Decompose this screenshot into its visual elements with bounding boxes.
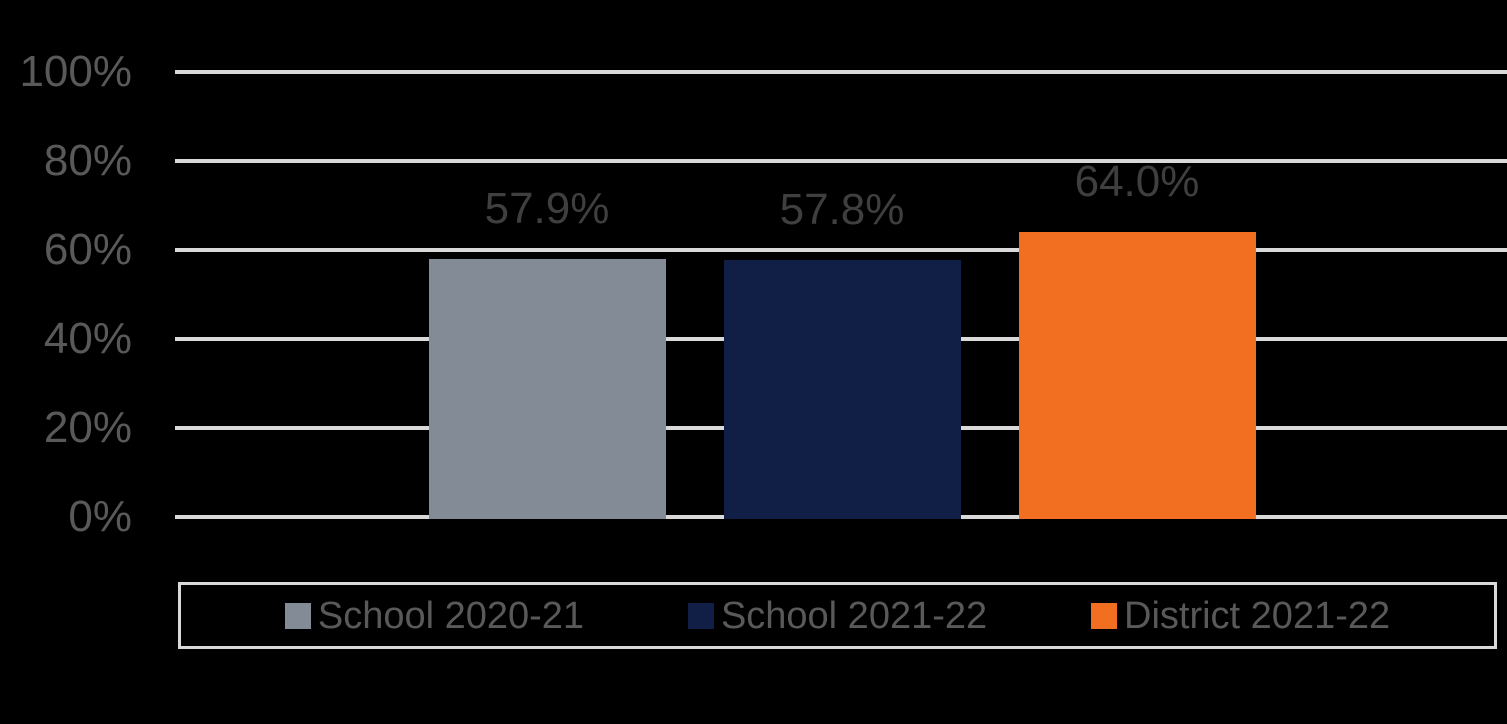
y-axis-tick-label: 100%	[19, 47, 132, 96]
bar-school-2021-22	[723, 259, 961, 519]
legend-swatch-icon	[284, 602, 311, 629]
legend-item-district-2021-22: District 2021-22	[1091, 597, 1390, 635]
y-axis-tick-label: 60%	[43, 225, 132, 274]
y-axis-tick-label: 40%	[43, 314, 132, 363]
gridline-100	[175, 70, 1507, 74]
legend-item-school-2021-22: School 2021-22	[687, 594, 988, 637]
legend-label: District 2021-22	[1124, 594, 1391, 637]
bar-school-2020-21	[428, 259, 666, 519]
legend-label: School 2021-22	[720, 594, 988, 637]
y-axis-tick-label: 20%	[43, 403, 132, 452]
bar-data-label: 64.0%	[1074, 157, 1200, 207]
y-axis-tick-label: 0%	[68, 492, 132, 541]
legend-swatch-icon	[687, 602, 714, 629]
legend-label: School 2020-21	[317, 594, 585, 637]
gridline-80	[175, 159, 1507, 163]
bar-data-label: 57.9%	[484, 184, 610, 234]
bar-data-label: 57.8%	[779, 184, 905, 234]
gridline-60	[175, 248, 1507, 252]
legend-item-school-2020-21: School 2020-21	[284, 594, 585, 637]
y-axis-tick-label: 80%	[43, 136, 132, 185]
chart-legend: School 2020-21 School 2021-22 District 202…	[178, 582, 1497, 649]
legend-swatch-icon	[1091, 602, 1118, 629]
bar-district-2021-22	[1018, 232, 1256, 519]
